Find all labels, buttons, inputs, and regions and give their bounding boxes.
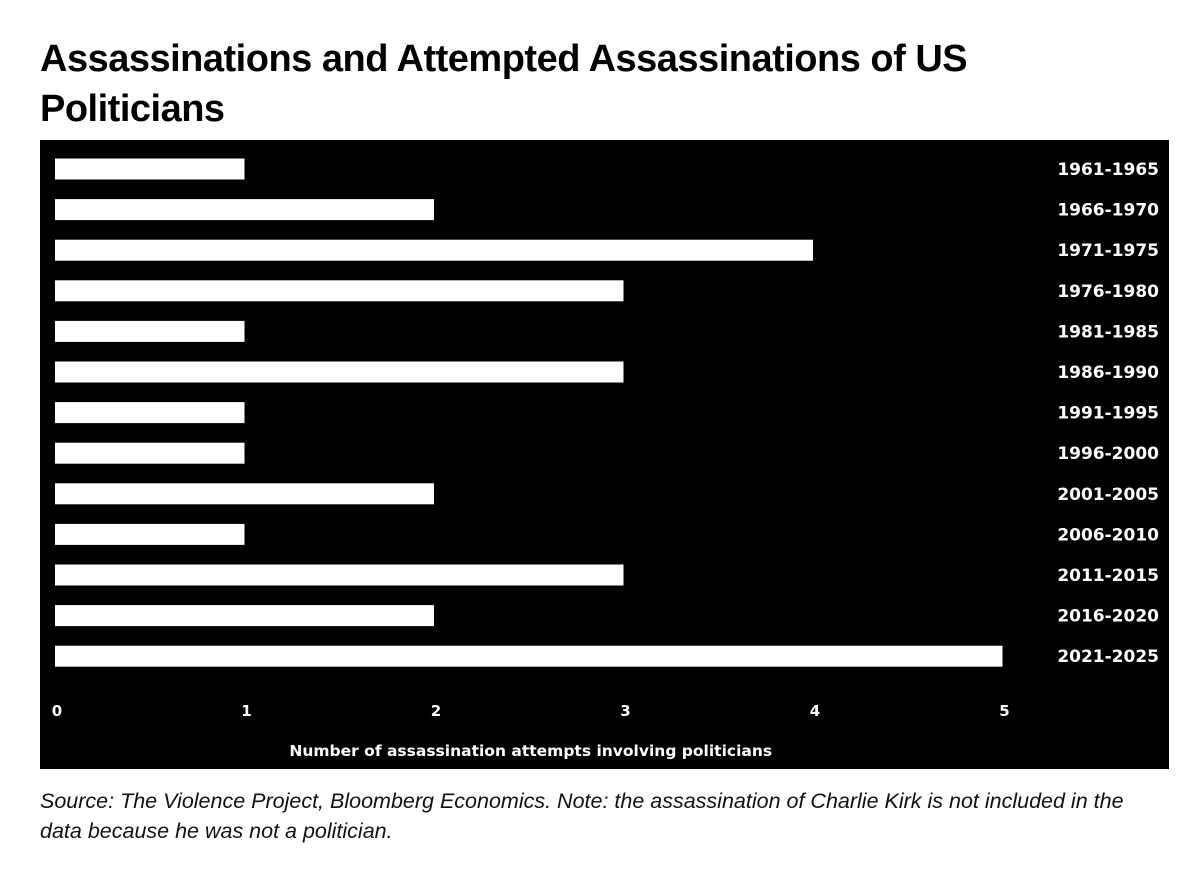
chart-title: Assassinations and Attempted Assassinati… bbox=[40, 38, 968, 130]
x-tick-label-4: 4 bbox=[810, 702, 820, 720]
x-axis-ticks: 0 1 2 3 4 5 bbox=[52, 702, 1010, 720]
bar-1971-1975 bbox=[55, 239, 813, 261]
x-tick-label-5: 5 bbox=[999, 702, 1009, 720]
category-label-2011-2015: 2011-2015 bbox=[1057, 566, 1159, 586]
x-tick-label-2: 2 bbox=[431, 702, 441, 720]
bar-1961-1965 bbox=[55, 158, 245, 180]
category-label-1991-1995: 1991-1995 bbox=[1057, 404, 1159, 424]
category-label-2006-2010: 2006-2010 bbox=[1057, 525, 1159, 545]
source-note: Source: The Violence Project, Bloomberg … bbox=[40, 789, 1124, 843]
bars-layer bbox=[55, 158, 1003, 667]
category-label-1966-1970: 1966-1970 bbox=[1057, 201, 1159, 221]
bar-2021-2025 bbox=[55, 645, 1003, 667]
x-axis-title: Number of assassination attempts involvi… bbox=[289, 742, 772, 760]
bar-2001-2005 bbox=[55, 483, 434, 505]
category-label-2016-2020: 2016-2020 bbox=[1057, 607, 1159, 627]
category-label-1971-1975: 1971-1975 bbox=[1057, 241, 1159, 261]
bar-1966-1970 bbox=[55, 199, 434, 221]
category-label-2001-2005: 2001-2005 bbox=[1057, 485, 1159, 505]
bar-1996-2000 bbox=[55, 442, 245, 464]
bar-2006-2010 bbox=[55, 523, 245, 545]
bar-1986-1990 bbox=[55, 361, 624, 383]
category-label-1976-1980: 1976-1980 bbox=[1057, 282, 1159, 302]
category-label-2021-2025: 2021-2025 bbox=[1057, 647, 1159, 667]
chart-panel: 1961-1965 1966-1970 1971-1975 1976-1980 1981… bbox=[40, 140, 1169, 769]
x-tick-label-1: 1 bbox=[241, 702, 251, 720]
category-label-1961-1965: 1961-1965 bbox=[1057, 160, 1159, 180]
x-tick-label-0: 0 bbox=[52, 702, 62, 720]
bar-1991-1995 bbox=[55, 402, 245, 424]
category-label-1981-1985: 1981-1985 bbox=[1057, 322, 1159, 342]
bar-2016-2020 bbox=[55, 605, 434, 627]
category-label-1986-1990: 1986-1990 bbox=[1057, 363, 1159, 383]
bar-2011-2015 bbox=[55, 564, 624, 586]
x-tick-label-3: 3 bbox=[620, 702, 630, 720]
bar-chart: 1961-1965 1966-1970 1971-1975 1976-1980 1981… bbox=[52, 158, 1159, 760]
bar-1976-1980 bbox=[55, 280, 624, 302]
category-labels: 1961-1965 1966-1970 1971-1975 1976-1980 1981… bbox=[1057, 160, 1159, 667]
bar-1981-1985 bbox=[55, 320, 245, 342]
category-label-1996-2000: 1996-2000 bbox=[1057, 444, 1159, 464]
